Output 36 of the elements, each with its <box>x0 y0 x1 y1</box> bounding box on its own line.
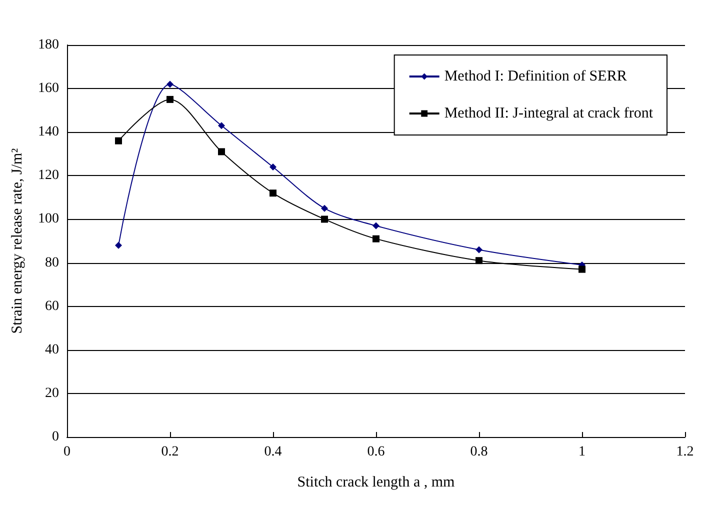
y-tick-label: 40 <box>45 342 59 358</box>
point <box>270 163 276 170</box>
point <box>166 96 174 103</box>
point <box>321 216 328 223</box>
point <box>372 235 380 242</box>
point <box>578 266 586 273</box>
x-tick-label: 0.4 <box>264 444 282 460</box>
point <box>218 122 225 130</box>
point <box>372 222 380 230</box>
point <box>218 148 225 156</box>
point <box>476 257 482 264</box>
point <box>115 137 122 144</box>
x-tick-label: 0.2 <box>161 444 179 460</box>
x-tick-label: 0 <box>64 444 70 460</box>
point <box>476 246 482 254</box>
y-tick-label: 80 <box>45 255 59 270</box>
point <box>166 80 174 88</box>
x-axis-title: Stitch crack length a , mm <box>297 474 456 490</box>
point <box>321 204 328 212</box>
y-tick-label: 120 <box>38 168 59 184</box>
y-tick-label: 160 <box>38 81 59 96</box>
x-tick-label: 1.2 <box>676 444 694 460</box>
point <box>115 242 122 249</box>
legend-label: Method I: Definition of SERR <box>444 68 627 84</box>
y-tick-label: 20 <box>45 386 59 401</box>
y-tick-label: 100 <box>38 212 59 227</box>
x-tick-label: 1 <box>578 444 586 460</box>
x-tick-label: 0.8 <box>470 444 488 460</box>
y-tick-label: 60 <box>45 298 59 314</box>
legend-label: Method II: J-integral at crack front <box>444 106 654 122</box>
x-tick-label: 0.6 <box>367 444 385 460</box>
y-tick-label: 180 <box>38 38 59 52</box>
y-tick-label: 0 <box>52 430 59 444</box>
point <box>270 190 276 197</box>
y-tick-label: 140 <box>38 124 59 140</box>
y-axis-title: Strain energy release rate, J/m² <box>10 148 26 334</box>
